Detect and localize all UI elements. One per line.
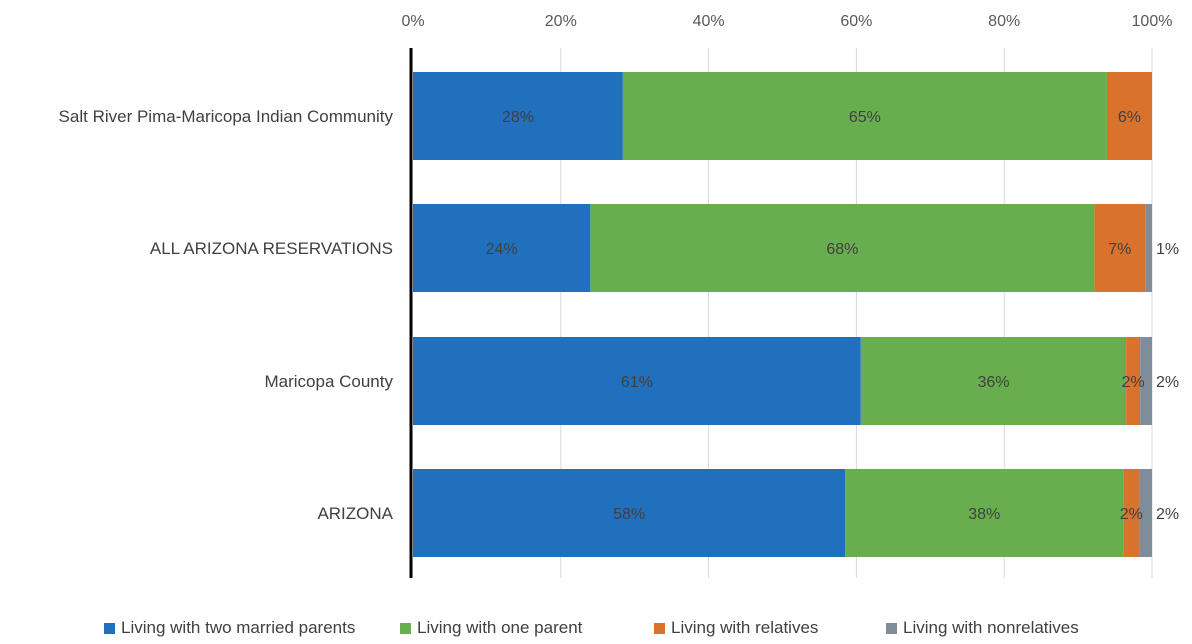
bar-segment (622, 72, 1107, 160)
legend-item: Living with relatives (654, 618, 818, 638)
bar-segment (1140, 337, 1152, 425)
bar-segment (1145, 204, 1152, 292)
data-label: 2% (1156, 374, 1179, 391)
data-label: 2% (1122, 374, 1145, 391)
legend-label: Living with one parent (417, 618, 583, 637)
bar-segment (1126, 337, 1141, 425)
legend-item: Living with nonrelatives (886, 618, 1079, 638)
x-tick-label: 0% (401, 13, 424, 30)
data-label: 2% (1120, 506, 1143, 523)
bar-segment (413, 337, 861, 425)
bar-segment (845, 469, 1124, 557)
legend-swatch (400, 622, 411, 634)
legend-label: Living with two married parents (121, 618, 356, 637)
data-label: 6% (1118, 109, 1141, 126)
data-label: 36% (977, 374, 1009, 391)
x-tick-label: 80% (988, 13, 1020, 30)
legend-swatch (654, 622, 665, 634)
x-tick-label: 20% (545, 13, 577, 30)
data-label: 61% (621, 374, 653, 391)
data-label: 28% (502, 109, 534, 126)
bar-segment (1139, 469, 1152, 557)
data-label: 68% (826, 241, 858, 258)
data-label: 58% (613, 506, 645, 523)
category-label: ALL ARIZONA RESERVATIONS (150, 239, 393, 258)
data-label: 7% (1108, 241, 1131, 258)
category-label: ARIZONA (317, 504, 393, 523)
legend-swatch (886, 622, 897, 634)
stacked-bar-chart: 0% 20% 40% 60% 80% 100% 28% 65% 6% Salt River Pim… (59, 13, 1179, 578)
data-label: 65% (849, 109, 881, 126)
legend-label: Living with nonrelatives (903, 618, 1079, 637)
data-label: 2% (1156, 506, 1179, 523)
data-label: 38% (968, 506, 1000, 523)
x-tick-label: 40% (693, 13, 725, 30)
bar-segment (413, 72, 623, 160)
x-tick-label: 60% (840, 13, 872, 30)
bar-segment (413, 204, 591, 292)
legend-label: Living with relatives (671, 618, 819, 637)
category-label: Salt River Pima-Maricopa Indian Communit… (59, 107, 394, 126)
bar-segment (413, 469, 846, 557)
bar-segment (1094, 204, 1146, 292)
data-label: 24% (486, 241, 518, 258)
data-label: 1% (1156, 241, 1179, 258)
bar-segment (1106, 72, 1152, 160)
bar-segment (860, 337, 1127, 425)
legend: Living with two married parents Living wi… (0, 612, 1192, 640)
legend-item: Living with two married parents (104, 618, 355, 638)
legend-swatch (104, 622, 115, 634)
category-label: Maricopa County (264, 372, 393, 391)
bar-segment (590, 204, 1095, 292)
legend-item: Living with one parent (400, 618, 582, 638)
x-tick-label: 100% (1132, 13, 1173, 30)
bar-segment (1123, 469, 1140, 557)
